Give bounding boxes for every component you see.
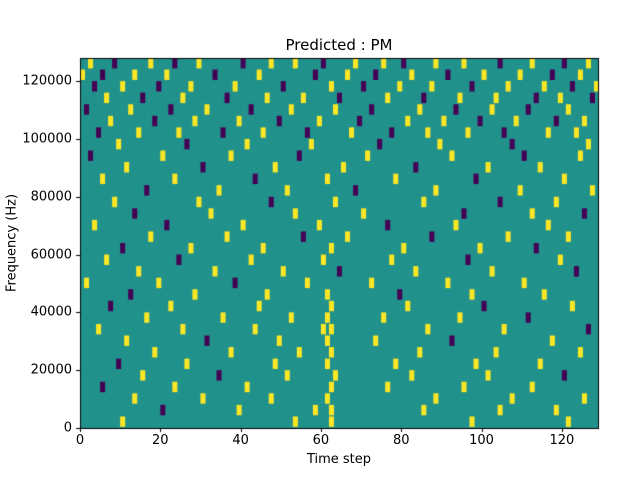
x-tick-label: 0 (75, 433, 85, 448)
x-tick-label: 40 (232, 433, 249, 448)
x-tick-label: 60 (312, 433, 330, 448)
x-tick-label: 120 (549, 433, 575, 448)
y-tick-label: 80000 (30, 189, 72, 205)
y-tick-label: 60000 (30, 247, 72, 263)
x-axis-label: Time step (306, 452, 372, 467)
x-tick-label: 20 (152, 433, 169, 448)
x-tick-label: 100 (469, 433, 494, 448)
x-tick-label: 80 (392, 433, 410, 448)
y-tick-label: 40000 (30, 304, 72, 320)
y-tick-label: 0 (63, 420, 72, 436)
chart-title: Predicted : PM (285, 36, 393, 54)
y-tick-label: 100000 (22, 131, 72, 147)
y-tick-label: 120000 (22, 73, 72, 89)
y-tick-label: 20000 (30, 362, 72, 378)
y-axis-label: Frequency (Hz) (4, 193, 20, 293)
